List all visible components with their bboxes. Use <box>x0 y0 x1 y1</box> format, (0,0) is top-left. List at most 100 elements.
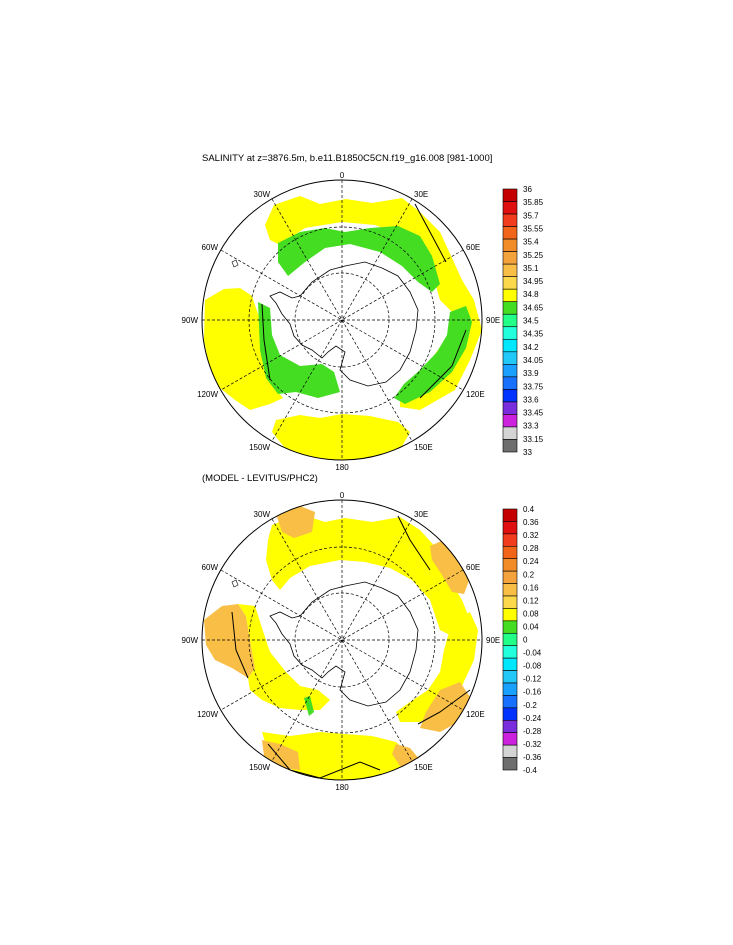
panel1-colorbar: 36 35.85 35.7 35.55 35.4 35.25 35.1 34.95 34.8 34… <box>502 185 544 457</box>
colorbar-swatch <box>502 376 518 390</box>
colorbar-swatch <box>502 744 518 758</box>
lon-label-60e: 60E <box>466 243 480 252</box>
colorbar-label: -0.16 <box>523 688 542 697</box>
lon-label-150e: 150E <box>414 443 433 452</box>
lon-label-90e: 90E <box>486 316 500 325</box>
colorbar-swatch <box>502 351 518 365</box>
colorbar-label: 34.35 <box>523 330 544 339</box>
colorbar-label: 33 <box>523 448 532 457</box>
colorbar-label: 34.8 <box>523 290 539 299</box>
colorbar-label: -0.2 <box>523 701 537 710</box>
meridian-line <box>220 249 464 391</box>
colorbar-label: -0.36 <box>523 753 542 762</box>
colorbar-label: 36 <box>523 185 532 194</box>
salinity-region-yellow-west <box>204 288 283 410</box>
colorbar-swatch <box>502 670 518 684</box>
map-boundary <box>201 179 483 461</box>
map-boundary <box>201 499 483 781</box>
lon-label-120e: 120E <box>466 710 485 719</box>
colorbar-swatch <box>502 201 518 215</box>
colorbar-swatch <box>502 313 518 328</box>
lon-label-120w: 120W <box>197 710 218 719</box>
colorbar-swatch <box>502 707 518 721</box>
colorbar-swatch <box>502 558 518 572</box>
lon-label-180: 180 <box>335 783 349 792</box>
colorbar-swatch <box>502 426 518 440</box>
colorbar-swatch <box>502 545 518 560</box>
colorbar-label: 0 <box>523 636 528 645</box>
colorbar-label: 35.7 <box>523 211 539 220</box>
colorbar-label: 33.45 <box>523 409 544 418</box>
colorbar-label: 34.2 <box>523 343 539 352</box>
panel2-map: 0 30E 60E 90E 120E 150E 180 150W 120W 90… <box>182 491 542 792</box>
lon-label-0: 0 <box>340 491 345 500</box>
colorbar-swatch <box>502 439 518 453</box>
colorbar-swatch <box>502 757 518 771</box>
anomaly-region-yellow-east <box>396 612 478 722</box>
antarctica-coastline <box>269 581 419 707</box>
lon-label-90w: 90W <box>182 316 199 325</box>
antarctica-coastline <box>269 261 419 387</box>
colorbar-label: 34.95 <box>523 277 544 286</box>
meridian-line <box>220 569 464 711</box>
colorbar-swatch <box>502 401 518 415</box>
colorbar-label: 35.25 <box>523 251 544 260</box>
colorbar-swatch <box>502 213 518 227</box>
contour-line <box>419 329 467 399</box>
lon-label-150w: 150W <box>249 763 270 772</box>
anomaly-region-orange-west <box>204 604 255 678</box>
colorbar-label: 0.4 <box>523 505 535 514</box>
lon-label-60w: 60W <box>202 243 219 252</box>
contour-line <box>414 203 447 263</box>
panel2-title: (MODEL - LEVITUS/PHC2) <box>202 473 318 484</box>
colorbar-swatch <box>502 326 518 340</box>
lon-label-120w: 120W <box>197 390 218 399</box>
colorbar-swatch <box>502 288 518 303</box>
salinity-region-green-north <box>278 226 440 292</box>
colorbar-swatch <box>502 276 518 290</box>
lon-label-30e: 30E <box>414 190 428 199</box>
lon-label-90e: 90E <box>486 636 500 645</box>
meridian-line <box>220 569 464 711</box>
colorbar-label: 33.75 <box>523 382 544 391</box>
meridian-line <box>271 198 413 442</box>
colorbar-label: 35.4 <box>523 238 539 247</box>
lon-label-0: 0 <box>340 171 345 180</box>
colorbar-swatch <box>502 719 518 734</box>
colorbar-swatch <box>502 389 518 403</box>
colorbar-swatch <box>502 238 518 252</box>
island <box>231 579 239 588</box>
meridian-line <box>220 249 464 391</box>
meridian-line <box>271 518 413 762</box>
colorbar-swatch <box>502 570 518 584</box>
colorbar-swatch <box>502 251 518 265</box>
colorbar-label: 0.08 <box>523 609 539 618</box>
contour-line <box>231 611 249 679</box>
colorbar-swatch <box>502 508 518 522</box>
colorbar-label: 35.55 <box>523 224 544 233</box>
anomaly-region-orange-ne <box>430 538 470 594</box>
lon-label-150e: 150E <box>414 763 433 772</box>
colorbar-label: 0.32 <box>523 531 539 540</box>
colorbar-label: 0.2 <box>523 570 535 579</box>
salinity-region-yellow-south <box>272 414 410 460</box>
colorbar-label: 0.04 <box>523 622 539 631</box>
colorbar-swatch <box>502 414 518 428</box>
colorbar-label: 33.3 <box>523 422 539 431</box>
colorbar-label: 34.5 <box>523 317 539 326</box>
colorbar-label: -0.24 <box>523 714 542 723</box>
lon-label-60w: 60W <box>202 563 219 572</box>
colorbar-label: 0.16 <box>523 583 539 592</box>
lon-label-120e: 120E <box>466 390 485 399</box>
colorbar-swatch <box>502 188 518 202</box>
colorbar-swatch <box>502 608 518 622</box>
contour-line <box>397 515 431 571</box>
colorbar-swatch <box>502 263 518 277</box>
colorbar-swatch <box>502 364 518 378</box>
lon-label-90w: 90W <box>182 636 199 645</box>
colorbar-label: 0.28 <box>523 544 539 553</box>
colorbar-label: -0.08 <box>523 662 542 671</box>
colorbar-label: -0.12 <box>523 675 542 684</box>
colorbar-label: 34.65 <box>523 303 544 312</box>
lon-label-30e: 30E <box>414 510 428 519</box>
